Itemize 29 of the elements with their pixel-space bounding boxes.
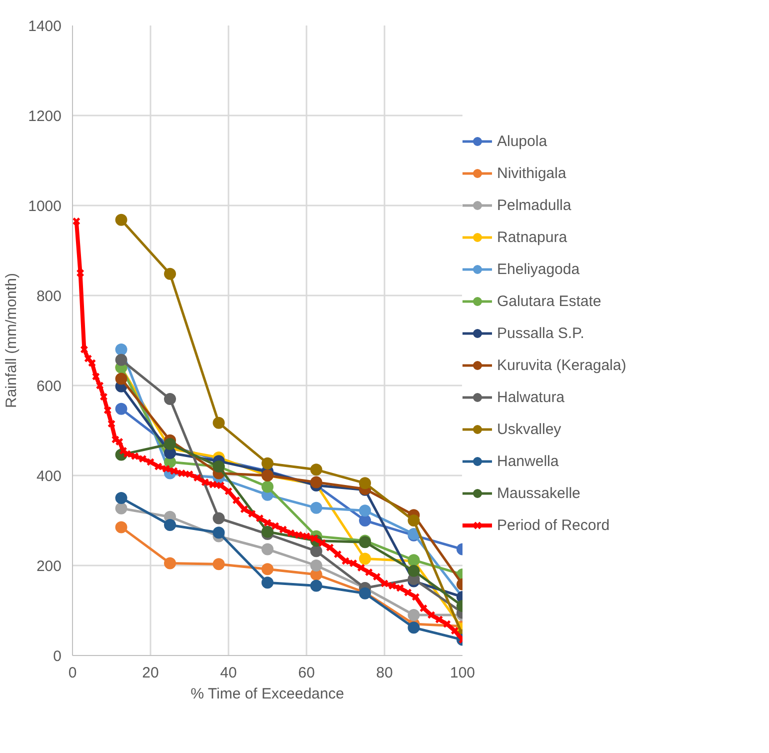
legend-label: Eheliyagoda (497, 260, 580, 278)
legend-label: Ratnapura (497, 228, 568, 246)
legend-label: Period of Record (497, 516, 610, 534)
y-tick-label: 1400 (28, 18, 62, 35)
legend-label: Hanwella (497, 452, 559, 470)
legend-label: Maussakelle (497, 484, 580, 502)
y-tick-label: 1200 (28, 108, 62, 125)
x-tick-label: 100 (450, 664, 476, 682)
legend-label: Pelmadulla (497, 196, 572, 214)
x-tick-label: 0 (68, 664, 77, 682)
y-tick-label: 800 (36, 288, 62, 305)
y-tick-label: 600 (36, 378, 62, 395)
legend-label: Pussalla S.P. (497, 324, 584, 342)
legend-label: Halwatura (497, 388, 565, 406)
y-tick-label: 0 (53, 648, 62, 665)
legend-label: Nivithigala (497, 164, 566, 182)
legend-label: Galutara Estate (497, 292, 602, 310)
legend-label: Uskvalley (497, 420, 562, 438)
x-tick-label: 80 (376, 664, 393, 682)
x-tick-label: 40 (220, 664, 237, 682)
y-tick-label: 400 (36, 468, 62, 485)
x-axis-title: % Time of Exceedance (190, 686, 344, 702)
y-tick-label: 200 (36, 558, 62, 575)
legend-label: Kuruvita (Keragala) (497, 356, 626, 374)
y-tick-label: 1000 (28, 198, 62, 215)
y-axis-title: Rainfall (mm/month) (3, 272, 20, 408)
legend-label: Alupola (497, 132, 548, 150)
x-tick-label: 60 (298, 664, 315, 682)
x-tick-label: 20 (142, 664, 159, 682)
